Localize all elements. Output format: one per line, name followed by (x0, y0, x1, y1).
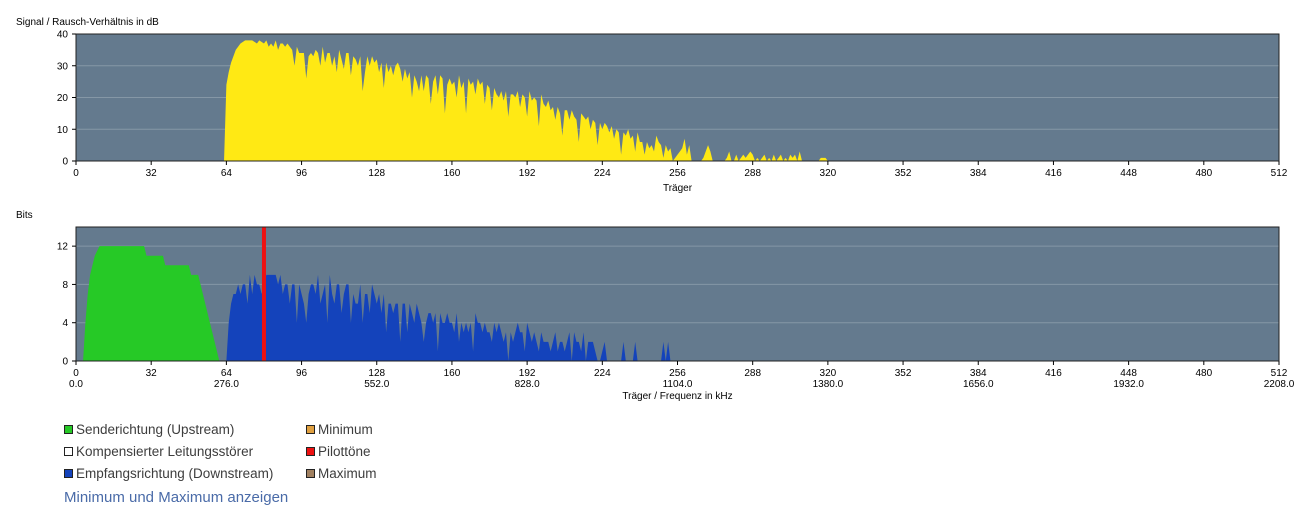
chart0-xtick-label: 448 (1120, 168, 1137, 179)
chart0-xtick-label: 160 (444, 168, 461, 179)
legend-swatch-minimum (306, 424, 315, 434)
chart0-ytick-label: 40 (57, 30, 69, 41)
chart1-ytick-label: 12 (57, 242, 69, 253)
legend-swatch-pilot (306, 446, 315, 456)
legend-label-maximum: Maximum (318, 466, 377, 481)
chart1-xtick-label: 480 (1195, 368, 1212, 379)
chart1-ylabel: Bits (16, 210, 33, 221)
chart0-xtick-label: 0 (73, 168, 79, 179)
chart1-series-0-area (83, 246, 220, 361)
chart0-xtick-label: 416 (1045, 168, 1062, 179)
chart0-xtick-label: 480 (1195, 168, 1212, 179)
chart1-xtick-label: 0 (73, 368, 79, 379)
chart1-series-1-area (226, 274, 671, 361)
chart1-freq-tick-label: 276.0 (214, 379, 239, 390)
chart1-xtick-label: 128 (368, 368, 385, 379)
legend-label-pilot: Pilottöne (318, 444, 371, 459)
legend-item-crosstalk: Kompensierter Leitungsstörer (64, 443, 253, 461)
chart0-ytick-label: 0 (62, 157, 68, 168)
chart1-xtick-label: 192 (519, 368, 536, 379)
chart0-xlabel: Träger (663, 183, 693, 194)
chart0-xtick-label: 384 (970, 168, 987, 179)
chart0-ytick-label: 10 (57, 125, 69, 136)
chart1-freq-tick-label: 1932.0 (1113, 379, 1144, 390)
chart1-freq-tick-label: 0.0 (69, 379, 83, 390)
legend-swatch-downstream (64, 468, 73, 478)
chart1-xtick-label: 64 (221, 368, 233, 379)
chart1-xtick-label: 256 (669, 368, 686, 379)
legend-item-upstream: Senderichtung (Upstream) (64, 421, 234, 439)
chart1-xtick-label: 224 (594, 368, 611, 379)
legend-item-minimum: Minimum (306, 421, 373, 439)
chart0-ytick-label: 20 (57, 93, 69, 104)
legend-item-pilot: Pilottöne (306, 443, 371, 461)
chart1-xtick-label: 96 (296, 368, 308, 379)
chart1-xtick-label: 288 (744, 368, 761, 379)
chart0-xtick-label: 64 (221, 168, 233, 179)
legend-swatch-maximum (306, 468, 315, 478)
chart1-ytick-label: 4 (62, 318, 68, 329)
chart0-xtick-label: 512 (1271, 168, 1288, 179)
chart1-xtick-label: 32 (146, 368, 158, 379)
chart0-xtick-label: 224 (594, 168, 611, 179)
chart1-xtick-label: 160 (444, 368, 461, 379)
legend-label-downstream: Empfangsrichtung (Downstream) (76, 466, 274, 481)
snr-chart: Signal / Rausch-Verhältnis in dB 0 10 20 30 4… (16, 17, 1288, 194)
chart1-freq-tick-label: 1380.0 (813, 379, 844, 390)
chart0-xtick-label: 288 (744, 168, 761, 179)
chart1-freq-tick-label: 1104.0 (663, 379, 693, 390)
chart0-xtick-label: 320 (820, 168, 837, 179)
chart1-ytick-label: 8 (62, 280, 68, 291)
chart1-freq-tick-label: 1656.0 (963, 379, 994, 390)
legend-item-downstream: Empfangsrichtung (Downstream) (64, 465, 273, 483)
chart1-xtick-label: 320 (820, 368, 837, 379)
chart0-xtick-label: 256 (669, 168, 686, 179)
chart0-xtick-label: 352 (895, 168, 912, 179)
legend-label-minimum: Minimum (318, 422, 373, 437)
chart1-xtick-label: 416 (1045, 368, 1062, 379)
legend-item-maximum: Maximum (306, 465, 377, 483)
chart0-ylabel: Signal / Rausch-Verhältnis in dB (16, 17, 159, 28)
chart1-freq-tick-label: 552.0 (364, 379, 389, 390)
chart1-xtick-label: 384 (970, 368, 987, 379)
legend-label-upstream: Senderichtung (Upstream) (76, 422, 235, 437)
chart0-xtick-label: 128 (368, 168, 385, 179)
chart0-xtick-label: 32 (146, 168, 158, 179)
chart0-xtick-label: 192 (519, 168, 536, 179)
chart1-xlabel: Träger / Frequenz in kHz (622, 391, 732, 402)
legend: Senderichtung (Upstream) Kompensierter L… (64, 421, 484, 487)
legend-swatch-upstream (64, 424, 73, 434)
chart1-freq-tick-label: 2208.0 (1264, 379, 1295, 390)
chart0-ytick-label: 30 (57, 61, 69, 72)
chart1-xtick-label: 448 (1120, 368, 1137, 379)
bits-chart: Bits 0 4 8 12 0 32 64 96 128 160 192 224 256 288 320 352… (16, 210, 1295, 402)
chart0-xtick-label: 96 (296, 168, 308, 179)
chart1-xtick-label: 512 (1271, 368, 1288, 379)
chart1-freq-tick-label: 828.0 (515, 379, 540, 390)
chart1-pilot-tone (261, 227, 266, 361)
chart0-series-0-area (224, 40, 828, 161)
show-min-max-link[interactable]: Minimum und Maximum anzeigen (64, 489, 289, 506)
chart1-xtick-label: 352 (895, 368, 912, 379)
legend-label-crosstalk: Kompensierter Leitungsstörer (76, 444, 254, 459)
chart1-ytick-label: 0 (62, 357, 68, 368)
legend-swatch-crosstalk (64, 446, 73, 456)
